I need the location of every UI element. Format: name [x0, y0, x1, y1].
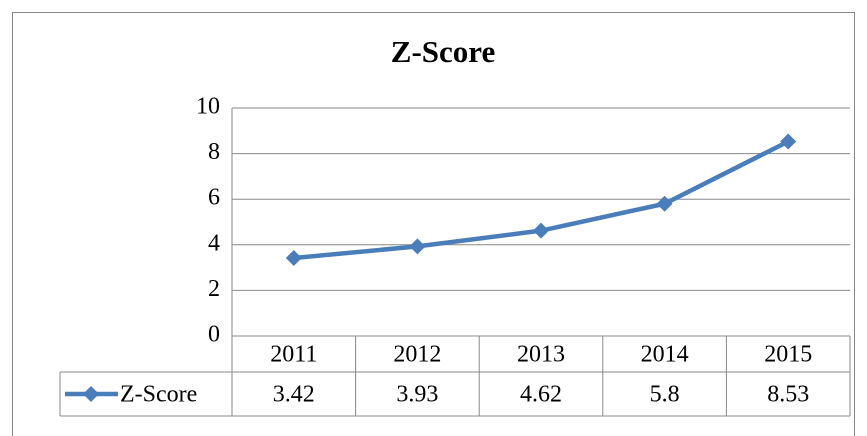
- y-tick-label: 8: [208, 139, 220, 165]
- y-tick-label: 0: [208, 322, 220, 348]
- chart-title: Z-Score: [391, 34, 495, 69]
- table-value: 4.62: [520, 382, 562, 408]
- legend-marker: [83, 386, 99, 402]
- y-tick-label: 10: [196, 94, 220, 120]
- marker: [285, 250, 302, 267]
- table-value: 8.53: [767, 382, 809, 408]
- marker: [780, 133, 797, 150]
- marker: [656, 195, 673, 212]
- x-tick-label: 2012: [393, 342, 441, 368]
- y-tick-label: 6: [208, 185, 220, 211]
- legend-label: Z-Score: [120, 382, 197, 408]
- table-value: 3.42: [273, 382, 315, 408]
- x-tick-label: 2013: [517, 342, 565, 368]
- x-tick-label: 2015: [764, 342, 812, 368]
- marker: [533, 222, 549, 239]
- y-tick-label: 4: [208, 230, 220, 256]
- y-tick-label: 2: [208, 276, 220, 302]
- table-value: 5.8: [650, 382, 680, 408]
- chart-border: [12, 12, 855, 436]
- x-tick-label: 2014: [641, 342, 689, 368]
- table-value: 3.93: [396, 382, 438, 408]
- marker: [409, 238, 426, 255]
- x-tick-label: 2011: [270, 342, 317, 368]
